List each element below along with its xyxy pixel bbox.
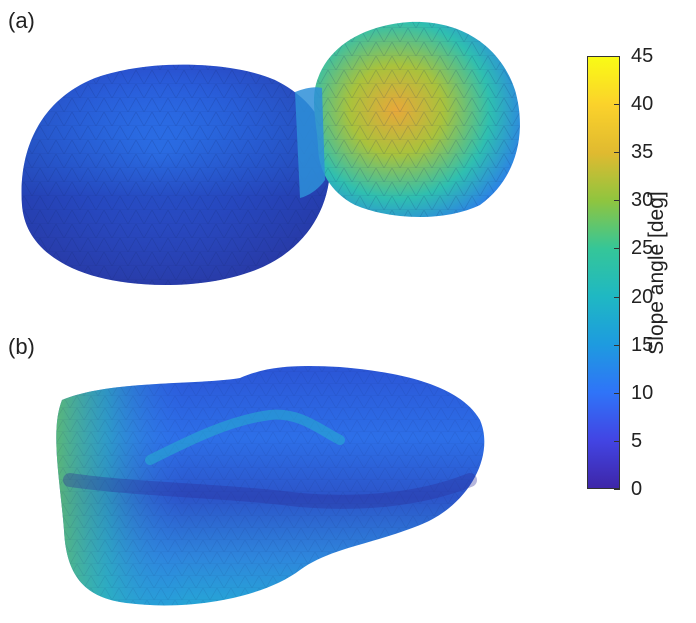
colorbar-tick-mark xyxy=(614,200,620,201)
colorbar-tick-mark xyxy=(614,489,620,490)
colorbar-tick-mark xyxy=(614,104,620,105)
colorbar-tick-mark xyxy=(614,152,620,153)
lobe-large-a xyxy=(21,64,331,286)
colorbar-tick-mark xyxy=(614,56,620,57)
colorbar-tick-45: 45 xyxy=(631,45,654,67)
lobe-small-a xyxy=(313,21,520,218)
colorbar-tick-35: 35 xyxy=(631,141,654,164)
colorbar-tick-30: 30 xyxy=(631,189,654,212)
colorbar-tick-20: 20 xyxy=(631,285,654,308)
colorbar-tick-0: 0 xyxy=(631,478,643,500)
colorbar-tick-mark xyxy=(614,393,620,394)
colorbar-title-text: Slope angle [deg] xyxy=(645,191,668,355)
colorbar-tick-mark xyxy=(614,248,620,249)
panel-label-b: (b) xyxy=(8,334,35,359)
colorbar-tick-mark xyxy=(614,345,620,346)
colorbar-tick-mark xyxy=(614,297,620,298)
neck-a xyxy=(295,87,325,198)
panel-label-a: (a) xyxy=(8,8,35,33)
colorbar-tick-5: 5 xyxy=(631,429,643,452)
body-b xyxy=(56,366,485,606)
colorbar-tick-25: 25 xyxy=(631,237,654,260)
colorbar-tick-10: 10 xyxy=(631,381,654,404)
colorbar-tick-15: 15 xyxy=(631,333,654,356)
colorbar-tick-mark xyxy=(614,441,620,442)
colorbar xyxy=(587,56,620,489)
colorbar-tick-40: 40 xyxy=(631,93,654,116)
